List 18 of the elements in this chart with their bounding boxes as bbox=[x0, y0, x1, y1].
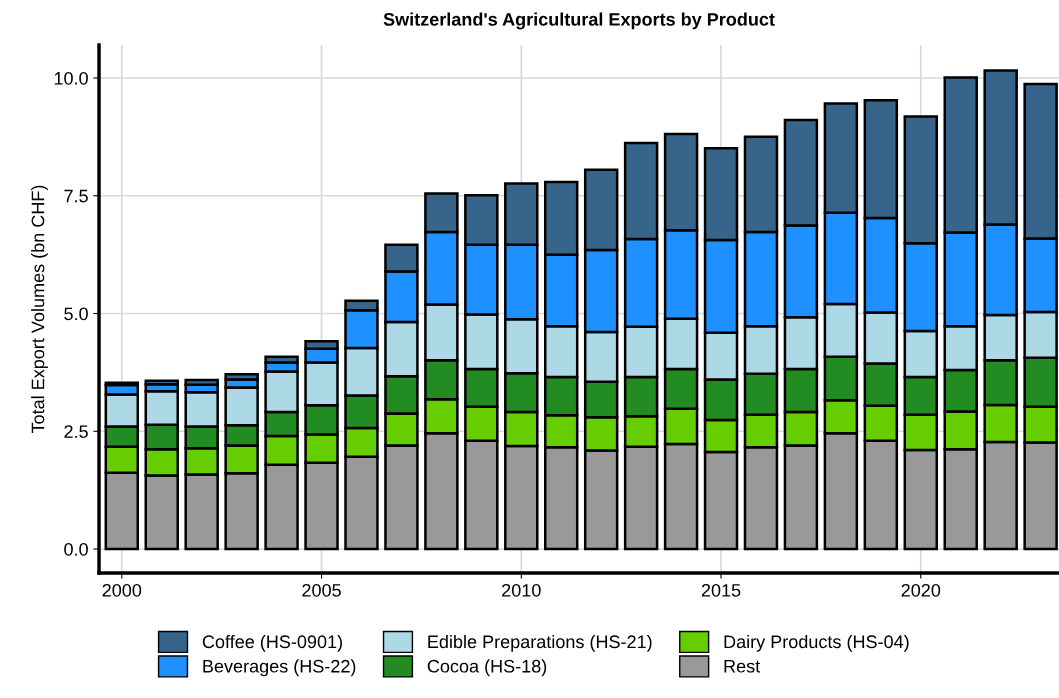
x-tick-label: 2005 bbox=[302, 583, 341, 597]
y-tick-label: 10.0 bbox=[54, 71, 88, 85]
legend-label: Dairy Products (HS-04) bbox=[724, 634, 909, 652]
legend-label: Beverages (HS-22) bbox=[203, 659, 356, 677]
legend-label: Rest bbox=[724, 660, 761, 673]
y-tick-label: 5.0 bbox=[64, 307, 88, 321]
x-tick-label: 2015 bbox=[701, 583, 741, 597]
y-tick-label: 7.5 bbox=[64, 189, 88, 203]
x-tick-label: 2010 bbox=[502, 583, 541, 597]
x-tick-label: 2000 bbox=[102, 583, 142, 597]
legend-label: Edible Preparations (HS-21) bbox=[428, 634, 652, 652]
y-axis-title: Total Export Volumes (bn CHF) bbox=[31, 185, 48, 434]
y-tick-label: 0.0 bbox=[64, 542, 88, 556]
legend-label: Cocoa (HS-18) bbox=[427, 659, 547, 677]
legend-label: Coffee (HS-0901) bbox=[202, 634, 342, 652]
y-tick-label: 2.5 bbox=[64, 425, 88, 438]
x-tick-label: 2020 bbox=[901, 583, 941, 597]
chart-title: Switzerland's Agricultural Exports by Product bbox=[383, 12, 775, 30]
